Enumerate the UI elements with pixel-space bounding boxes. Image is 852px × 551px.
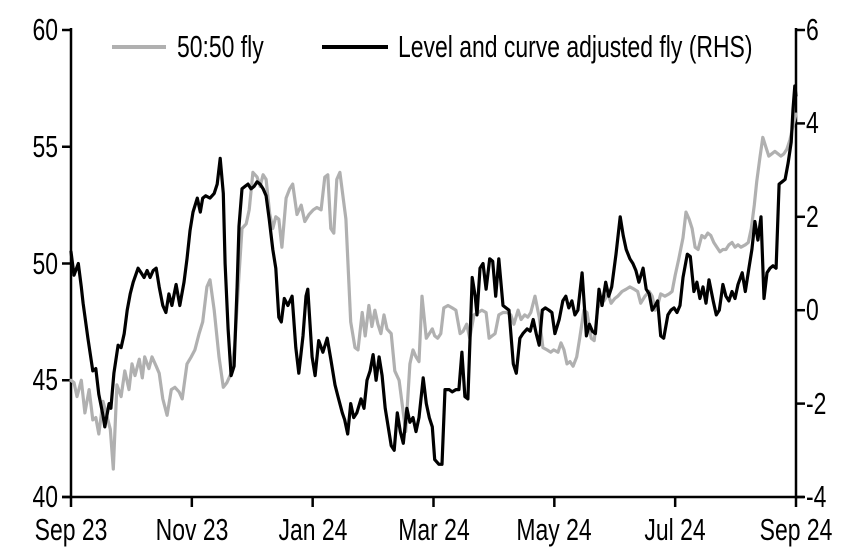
- right-axis-tick-label-4: 4: [806, 105, 819, 141]
- x-axis-tick-label-mar-24: Mar 24: [397, 512, 470, 547]
- left-axis-tick-label-60: 60: [32, 12, 58, 47]
- legend-label-5050-fly: 50:50 fly: [177, 29, 264, 64]
- x-axis-tick-label-jan-24: Jan 24: [278, 512, 348, 547]
- left-axis-tick-label-40: 40: [32, 479, 58, 514]
- series-line-black: [69, 84, 798, 466]
- right-axis-tick-label--2: -2: [806, 385, 827, 421]
- right-axis-tick-label-0: 0: [806, 292, 819, 328]
- x-axis-tick-label-nov-23: Nov 23: [155, 512, 229, 547]
- legend-line-sample-gray: [112, 45, 166, 49]
- legend-line-sample-black: [322, 45, 388, 49]
- x-axis-tick-label-sep-24: Sep 24: [759, 512, 833, 547]
- x-axis-tick-label-sep-23: Sep 23: [34, 512, 108, 547]
- legend-label-level-curve-adjusted-fly: Level and curve adjusted fly (RHS): [398, 29, 753, 64]
- series-line-gray: [69, 112, 798, 471]
- right-axis-tick-label-6: 6: [806, 12, 819, 47]
- x-axis-tick-label-may-24: May 24: [516, 512, 592, 547]
- right-axis-tick-label-2: 2: [806, 198, 819, 234]
- left-axis-tick-label-50: 50: [32, 245, 58, 281]
- right-axis-tick-label--4: -4: [806, 479, 827, 514]
- left-axis-tick-label-45: 45: [32, 362, 58, 398]
- x-axis-tick-label-jul-24: Jul 24: [644, 512, 706, 547]
- left-axis-tick-label-55: 55: [32, 128, 58, 164]
